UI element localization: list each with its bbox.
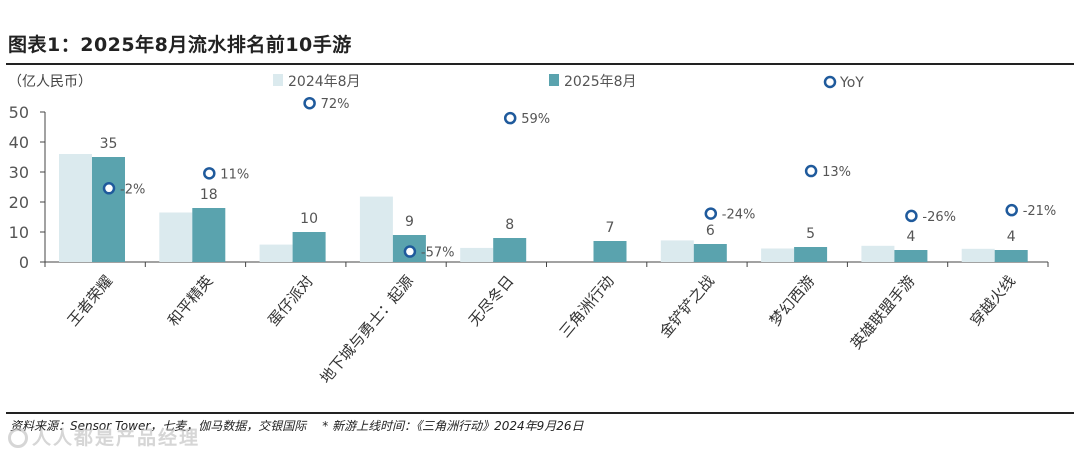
bar-2025 [192,208,226,262]
data-label-2025: 6 [706,223,715,239]
x-category-label: 王者荣耀 [64,272,116,330]
yoy-label: 11% [220,167,249,182]
yoy-marker [905,209,918,223]
bar-2024 [259,244,293,262]
bar-2025 [292,232,326,262]
bar-2024 [159,212,193,262]
footnote: 资料来源：Sensor Tower，七麦，伽马数据，交银国际 * 新游上线时间：《… [10,417,584,434]
y-tick-label: 40 [9,133,29,152]
bar-2025 [593,241,627,262]
legend-swatch-2025 [549,74,559,86]
data-label-2025: 35 [100,136,118,152]
bar-2024 [59,154,92,262]
title-divider [6,63,1074,65]
bars: 35 18 10 9 8 7 6 5 4 4 [59,136,1028,262]
yoy-label: -21% [1023,204,1057,219]
watermark-logo-icon [8,428,28,448]
y-tick-label: 20 [9,193,29,212]
bar-2024 [359,196,393,262]
bar-2024 [961,248,995,262]
data-label-2025: 7 [606,220,615,236]
legend-swatch-2024 [273,74,283,86]
launch-note: * 新游上线时间：《三角洲行动》2024年9月26日 [322,419,584,433]
bar-2025 [794,247,828,262]
unit-label: （亿人民币） [8,74,92,90]
bar-2024 [761,248,795,262]
data-label-2025: 5 [806,226,815,242]
bar-2025 [92,157,125,262]
yoy-label: 72% [321,97,350,112]
yoy-marker [503,111,517,125]
data-label-2025: 18 [200,187,218,203]
x-category-label: 梦幻西游 [766,272,818,330]
x-category-label: 英雄联盟手游 [847,272,919,353]
x-category-label: 地下城与勇士：起源 [317,272,418,387]
yoy-marker [804,164,818,178]
x-category-label: 和平精英 [164,272,216,330]
legend-label-2024: 2024年8月 [288,74,361,90]
x-category-label: 蛋仔派对 [264,272,316,330]
y-tick-label: 10 [9,223,29,242]
yoy-marker [303,96,316,110]
source-note: 资料来源：Sensor Tower，七麦，伽马数据，交银国际 [10,419,307,433]
x-category-label: 无尽冬日 [465,272,517,330]
watermark-text: 人人都是产品经理 [32,427,201,449]
y-tick-label: 0 [19,253,29,272]
data-label-2025: 8 [505,217,514,233]
x-category-label: 金铲铲之战 [656,272,718,341]
y-tick-label: 50 [9,103,29,122]
legend: 2024年8月 2025年8月 YoY [273,74,864,91]
yoy-marker [403,245,417,258]
yoy-marker [203,167,216,180]
x-axis-labels: 王者荣耀 和平精英 蛋仔派对 地下城与勇士：起源 无尽冬日 三角洲行动 金铲铲之战 梦幻西游英… [64,272,1019,387]
x-category-label: 穿越火线 [967,272,1019,330]
footer-divider [6,412,1074,414]
yoy-label: -24% [722,208,756,223]
yoy-label: -57% [421,246,455,261]
bar-2024 [861,245,895,262]
bar-2025 [493,238,527,262]
yoy-label: 13% [822,165,851,180]
y-tick-label: 30 [9,163,29,182]
yoy-marker [1005,203,1018,217]
bar-2024 [460,247,494,262]
watermark: 人人都是产品经理 [8,423,200,450]
yoy-label: -2% [120,182,145,197]
bar-2025 [894,250,928,262]
bar-2025 [693,244,727,262]
data-label-2025: 9 [405,214,414,230]
legend-marker-yoy [823,75,837,89]
chart-title: 图表1：2025年8月流水排名前10手游 [8,34,352,56]
data-label-2025: 4 [906,229,915,245]
bar-2025 [994,250,1028,262]
yoy-marker [704,207,718,220]
data-label-2025: 10 [300,211,318,227]
legend-label-yoy: YoY [839,75,864,91]
yoy-label: 59% [521,112,550,127]
bar-chart: （亿人民币） 2024年8月 2025年8月 YoY 0 10 20 30 40 50 3… [8,74,1057,387]
bar-2024 [660,240,694,262]
legend-label-2025: 2025年8月 [564,74,637,90]
yoy-marker [102,182,116,195]
x-category-label: 三角洲行动 [556,272,618,341]
yoy-label: -26% [922,210,956,225]
yoy-layer: -2% 11% 72% -57% 59% -24% 13% -26% -21% [102,96,1057,261]
data-label-2025: 4 [1007,229,1016,245]
